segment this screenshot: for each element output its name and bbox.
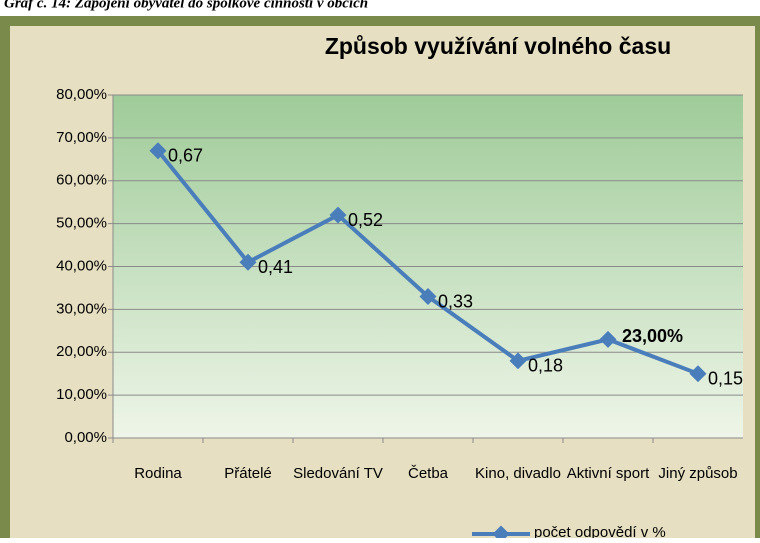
data-label: 23,00% bbox=[622, 326, 683, 346]
chart-title: Způsob využívání volného času bbox=[325, 33, 671, 59]
legend-label: počet odpovědí v % bbox=[534, 524, 666, 538]
marker bbox=[149, 142, 167, 160]
marker bbox=[239, 253, 257, 271]
y-tick-label: 50,00% bbox=[56, 215, 107, 232]
y-tick-label: 0,00% bbox=[64, 429, 107, 446]
y-tick-label: 20,00% bbox=[56, 343, 107, 360]
marker bbox=[599, 330, 617, 348]
marker bbox=[329, 206, 347, 224]
x-tick-label: Přátelé bbox=[224, 465, 272, 482]
data-label: 0,15 bbox=[708, 368, 743, 388]
data-label: 0,41 bbox=[258, 257, 293, 277]
data-label: 0,52 bbox=[348, 210, 383, 230]
y-tick-label: 70,00% bbox=[56, 129, 107, 146]
data-label: 0,33 bbox=[438, 291, 473, 311]
data-label: 0,67 bbox=[168, 145, 203, 165]
y-tick-label: 10,00% bbox=[56, 386, 107, 403]
y-tick-label: 80,00% bbox=[56, 86, 107, 103]
x-tick-label: Sledování TV bbox=[293, 465, 383, 482]
marker bbox=[509, 352, 527, 370]
caption: Graf č. 14: Zapojení obyvatel do spolkov… bbox=[4, 0, 368, 11]
y-tick-label: 60,00% bbox=[56, 172, 107, 189]
x-tick-label: Rodina bbox=[134, 465, 182, 482]
y-tick-label: 30,00% bbox=[56, 300, 107, 317]
y-tick-label: 40,00% bbox=[56, 257, 107, 274]
x-tick-label: Četba bbox=[408, 465, 449, 482]
marker bbox=[419, 288, 437, 305]
x-tick-label: Aktivní sport bbox=[567, 465, 650, 482]
data-label: 0,18 bbox=[528, 356, 563, 376]
x-tick-label: Jiný způsob bbox=[658, 465, 737, 482]
x-tick-label: Kino, divadlo bbox=[475, 465, 561, 482]
marker bbox=[689, 365, 707, 383]
